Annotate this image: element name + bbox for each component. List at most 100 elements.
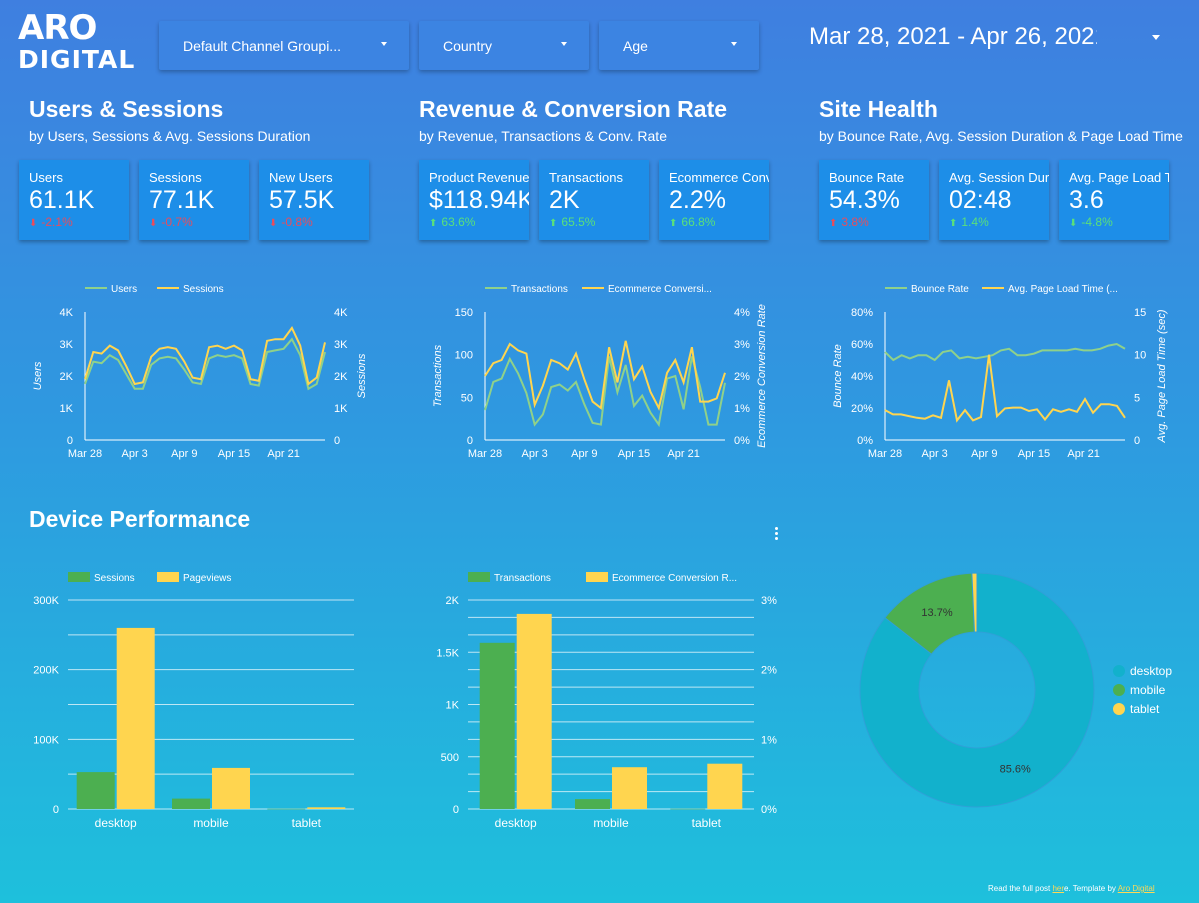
arrow-down-icon: ⬇	[1069, 218, 1078, 229]
scorecard-avg-page-load-time: Avg. Page Load Time (3.6⬇-4.8%	[1059, 160, 1169, 240]
y-tick-label: 0	[453, 804, 459, 816]
y-axis-title: Transactions	[432, 344, 444, 407]
arrow-down-icon: ⬇	[269, 218, 278, 229]
scorecard-delta: ⬆ 66.8%	[669, 215, 769, 229]
x-tick-label: Apr 15	[618, 448, 650, 460]
legend-label: Transactions	[494, 573, 551, 584]
scorecard-sessions: Sessions 77.1K ⬇ -0.7%	[139, 160, 249, 240]
scorecard-delta: ⬇ -0.7%	[149, 215, 249, 229]
sessions-pageviews-bar-chart: Sessions Pageviews 0 100K 200K 300K desktop mob…	[33, 572, 354, 830]
legend-label: Ecommerce Conversion R...	[612, 573, 737, 584]
donut-slice-tablet	[971, 572, 978, 633]
site-health-subtitle: by Bounce Rate, Avg. Session Duration & …	[819, 128, 1183, 144]
x-tick-label: Apr 9	[971, 448, 997, 460]
legend-label: desktop	[1130, 664, 1172, 678]
scorecard-delta: ⬇ -2.1%	[29, 215, 129, 229]
y2-tick-label: 0%	[734, 435, 750, 447]
bounce-load-time-chart: Bounce Rate Avg. Page Load Time (... 0% 20%…	[832, 284, 1168, 460]
scorecard-delta-value: -0.7%	[161, 215, 193, 229]
scorecard-value: 2.2%	[669, 186, 726, 214]
y2-axis-title: Ecommerce Conversion Rate	[756, 304, 768, 448]
legend-swatch	[468, 572, 490, 582]
legend-label: tablet	[1130, 702, 1160, 716]
y-tick-label: 0%	[857, 435, 873, 447]
scorecard-transactions: Transactions 2K ⬆ 65.5%	[539, 160, 649, 240]
y-tick-label: 1.5K	[436, 647, 459, 659]
site-health-title: Site Health	[819, 96, 938, 122]
arrow-up-icon: ⬆	[429, 218, 438, 229]
footer-aro-link[interactable]: Aro Digital	[1117, 884, 1155, 893]
slice-label: 13.7%	[921, 607, 952, 619]
x-tick-label: Apr 15	[218, 448, 250, 460]
logo-line-1: ARO	[18, 8, 97, 48]
y-tick-label: 300K	[33, 595, 59, 607]
scorecard-delta-value: 65.5%	[561, 215, 596, 229]
series-line	[84, 337, 326, 391]
scorecard-delta-value: 1.4%	[961, 215, 989, 229]
legend-label: Transactions	[511, 284, 568, 295]
x-tick-label: mobile	[593, 816, 629, 830]
x-tick-label: Mar 28	[68, 448, 102, 460]
legend-label: mobile	[1130, 683, 1166, 697]
more-options-icon[interactable]	[773, 527, 779, 543]
legend-swatch	[157, 572, 179, 582]
y2-tick-label: 2K	[334, 371, 348, 383]
transactions-conversion-bar-chart: Transactions Ecommerce Conversion R... 0 50…	[436, 572, 777, 830]
y-tick-label: 100K	[33, 734, 59, 746]
legend-dot	[1113, 703, 1125, 715]
y2-tick-label: 1K	[334, 403, 348, 415]
aro-digital-logo: ARO DIGITAL	[18, 8, 134, 78]
y-tick-label: 150	[455, 307, 473, 319]
age-filter[interactable]: Age	[599, 21, 759, 70]
slice-label: 85.6%	[1000, 764, 1031, 776]
scorecard-users: Users 61.1K ⬇ -2.1%	[19, 160, 129, 240]
x-tick-label: desktop	[495, 816, 537, 830]
country-filter[interactable]: Country	[419, 21, 589, 70]
age-filter-label: Age	[623, 38, 648, 54]
x-tick-label: Mar 28	[468, 448, 502, 460]
scorecard-label: Transactions	[549, 170, 623, 185]
arrow-up-icon: ⬆	[949, 218, 958, 229]
series-line	[884, 342, 1126, 362]
scorecard-new-users: New Users 57.5K ⬇ -0.8%	[259, 160, 369, 240]
y-tick-label: 20%	[851, 403, 873, 415]
x-tick-label: Apr 21	[667, 448, 699, 460]
y2-tick-label: 3%	[761, 595, 777, 607]
scorecard-value: 54.3%	[829, 186, 900, 214]
footer-credit: Read the full post here. Template by Aro…	[988, 884, 1155, 893]
x-tick-label: Apr 9	[171, 448, 197, 460]
x-tick-label: Apr 21	[267, 448, 299, 460]
date-range-dropdown-icon[interactable]	[1152, 35, 1160, 40]
users-sessions-subtitle: by Users, Sessions & Avg. Sessions Durat…	[29, 128, 311, 144]
scorecard-delta: ⬇ -4.8%	[1069, 215, 1169, 229]
scorecard-value: 02:48	[949, 186, 1012, 214]
bar	[516, 613, 552, 809]
x-tick-label: mobile	[193, 816, 229, 830]
date-range-picker[interactable]: Mar 28, 2021 - Apr 26, 2021	[809, 23, 1097, 50]
series-line	[484, 340, 726, 411]
bar	[707, 763, 743, 809]
scorecard-delta-value: 3.8%	[841, 215, 869, 229]
y2-tick-label: 1%	[734, 403, 750, 415]
channel-grouping-label: Default Channel Groupi...	[183, 38, 341, 54]
x-tick-label: Apr 9	[571, 448, 597, 460]
x-tick-label: tablet	[692, 816, 722, 830]
bar	[76, 772, 115, 809]
scorecard-value: 2K	[549, 186, 580, 214]
legend-label: Ecommerce Conversi...	[608, 284, 712, 295]
legend-label: Bounce Rate	[911, 284, 969, 295]
scorecard-label: Bounce Rate	[829, 170, 905, 185]
device-donut-chart: 85.6% 13.7% desktop mobile tablet	[859, 572, 1172, 808]
scorecard-delta: ⬆ 1.4%	[949, 215, 1049, 229]
channel-grouping-filter[interactable]: Default Channel Groupi...	[159, 21, 409, 70]
legend-label: Pageviews	[183, 573, 231, 584]
footer-post-link[interactable]: her	[1052, 884, 1065, 893]
y-tick-label: 1K	[446, 700, 460, 712]
x-tick-label: Apr 3	[922, 448, 948, 460]
scorecard-label: Product Revenue	[429, 170, 529, 185]
y-tick-label: 100	[455, 350, 473, 362]
scorecard-delta-value: -0.8%	[281, 215, 313, 229]
scorecard-delta: ⬇ -0.8%	[269, 215, 369, 229]
y2-tick-label: 10	[1134, 350, 1146, 362]
series-line	[884, 354, 1126, 423]
